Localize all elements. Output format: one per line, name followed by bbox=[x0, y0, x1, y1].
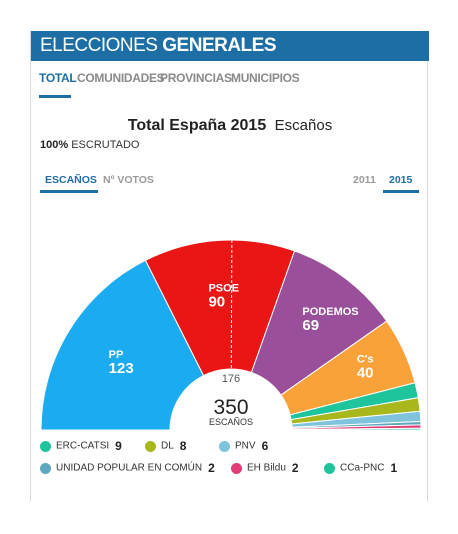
legend-dot bbox=[145, 440, 156, 452]
legend-item: PNV 6 bbox=[219, 439, 268, 453]
legend-dot bbox=[324, 462, 335, 474]
slice-name-label: PP bbox=[109, 349, 124, 361]
scrutiny-label: ESCRUTADO bbox=[71, 139, 140, 151]
legend-name: DL bbox=[161, 440, 174, 452]
seats-tab-underline bbox=[40, 190, 98, 193]
total-seats: 350 bbox=[213, 396, 248, 419]
legend-count: 9 bbox=[115, 439, 122, 453]
year-tab-underline bbox=[383, 190, 419, 193]
region-name: Total España 2015 bbox=[127, 117, 267, 134]
legend-item: EH Bildu 2 bbox=[231, 461, 299, 475]
title-bold: GENERALES bbox=[162, 35, 277, 56]
slice-value-label: 90 bbox=[208, 293, 225, 310]
seat-slices bbox=[40, 239, 422, 431]
total-seats-unit: ESCAÑOS bbox=[209, 417, 253, 427]
legend-count: 2 bbox=[208, 461, 215, 475]
legend-count: 8 bbox=[179, 439, 187, 453]
legend-item: CCa-PNC 1 bbox=[324, 461, 397, 475]
legend-item: UNIDAD POPULAR EN COMÚN 2 bbox=[40, 461, 215, 475]
slice-podemos[interactable] bbox=[250, 250, 388, 396]
scrutiny-status: 100% ESCRUTADO bbox=[40, 139, 139, 151]
slice-pp[interactable] bbox=[40, 259, 205, 431]
legend-item: DL 8 bbox=[145, 439, 186, 453]
slice-value-label: 40 bbox=[357, 365, 374, 382]
tab-municipios[interactable]: MUNICIPIOS bbox=[231, 71, 300, 85]
legend-dot bbox=[219, 440, 230, 452]
slice-name-label: PSOE bbox=[208, 282, 239, 294]
tab-total[interactable]: TOTAL bbox=[39, 71, 77, 85]
year-2011-tab[interactable]: 2011 bbox=[353, 174, 376, 186]
legend-name: CCa-PNC bbox=[340, 462, 385, 474]
region-title: Total España 2015 Escaños bbox=[31, 117, 429, 135]
slice-psoe[interactable] bbox=[144, 239, 296, 377]
slice-value-label: 123 bbox=[109, 360, 134, 377]
legend-dot bbox=[231, 462, 242, 474]
title-light: ELECCIONES bbox=[40, 35, 158, 56]
legend-count: 1 bbox=[390, 461, 398, 475]
legend-name: PNV bbox=[235, 440, 256, 452]
tab-votes[interactable]: Nº VOTOS bbox=[103, 174, 154, 186]
slice-cca-pnc[interactable] bbox=[291, 427, 422, 431]
legend-dot bbox=[40, 462, 51, 474]
center-disc bbox=[171, 370, 291, 436]
legend-count: 2 bbox=[291, 461, 299, 475]
year-2015-tab[interactable]: 2015 bbox=[389, 174, 413, 186]
tab-seats[interactable]: ESCAÑOS bbox=[45, 174, 97, 186]
legend-name: EH Bildu bbox=[247, 462, 286, 474]
widget-title: ELECCIONES GENERALES bbox=[40, 35, 277, 57]
slice-value-label: 69 bbox=[302, 317, 319, 334]
elections-widget: ELECCIONES GENERALES TOTAL COMUNIDADES P… bbox=[30, 31, 429, 501]
scope-tabs: TOTAL COMUNIDADES PROVINCIAS MUNICIPIOS bbox=[39, 71, 419, 98]
majority-line bbox=[230, 239, 233, 370]
scrutiny-percent: 100% bbox=[40, 139, 69, 151]
legend-item: ERC-CATSI 9 bbox=[40, 439, 122, 453]
tab-comunidades[interactable]: COMUNIDADES bbox=[77, 71, 165, 85]
active-tab-underline bbox=[39, 95, 71, 98]
widget-header: ELECCIONES GENERALES bbox=[31, 31, 429, 61]
slice-name-label: C's bbox=[357, 354, 374, 366]
majority-label: 176 bbox=[222, 373, 240, 385]
tab-provincias[interactable]: PROVINCIAS bbox=[160, 71, 232, 85]
region-unit: Escaños bbox=[274, 117, 333, 134]
legend-name: ERC-CATSI bbox=[56, 440, 110, 452]
legend-name: UNIDAD POPULAR EN COMÚN bbox=[56, 462, 203, 474]
slice-name-label: PODEMOS bbox=[302, 306, 358, 318]
legend-count: 6 bbox=[261, 439, 269, 453]
legend-dot bbox=[40, 440, 51, 452]
